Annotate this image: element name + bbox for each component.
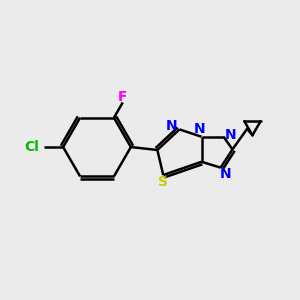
Text: N: N — [219, 167, 231, 181]
Text: N: N — [225, 128, 237, 142]
Text: F: F — [118, 90, 128, 104]
Text: Cl: Cl — [24, 140, 39, 154]
Text: N: N — [165, 119, 177, 134]
Text: S: S — [158, 176, 168, 189]
Text: N: N — [194, 122, 206, 136]
